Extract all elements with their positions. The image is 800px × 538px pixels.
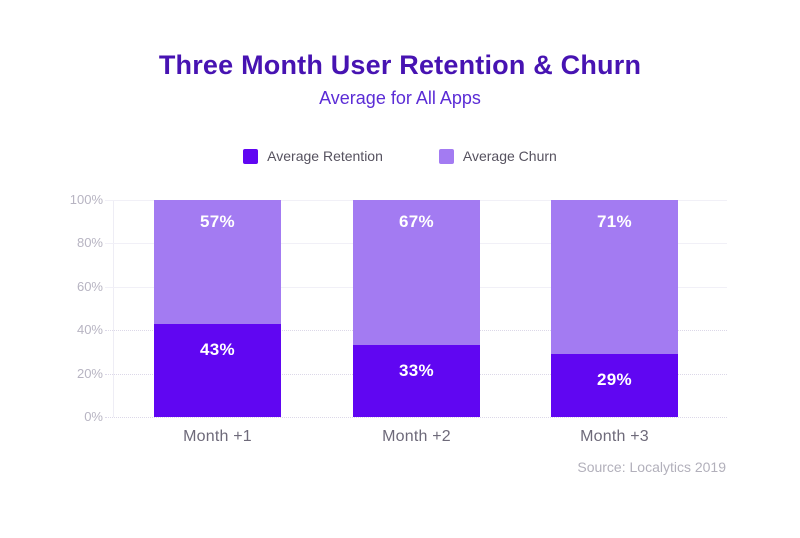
- y-tick-label: 20%: [76, 366, 103, 381]
- gridline: [105, 417, 727, 418]
- bar-segment-churn: 71%: [551, 200, 678, 354]
- legend: Average Retention Average Churn: [0, 148, 800, 164]
- churn-value-label: 71%: [597, 212, 632, 231]
- bar-month-1: 57% 43%: [154, 200, 281, 417]
- source-note: Source: Localytics 2019: [577, 459, 726, 475]
- bar-month-2: 67% 33%: [353, 200, 480, 417]
- x-axis-label: Month +1: [183, 428, 252, 445]
- x-axis-label: Month +2: [382, 428, 451, 445]
- churn-value-label: 57%: [200, 212, 235, 231]
- bar-segment-retention: 33%: [353, 345, 480, 417]
- chart-title: Three Month User Retention & Churn: [158, 50, 642, 80]
- bar-segment-churn: 57%: [154, 200, 281, 324]
- x-axis-label: Month +3: [580, 428, 649, 445]
- y-tick-label: 60%: [76, 279, 103, 294]
- plot-area: 100% 80% 60% 40% 20% 0% 57% 43% Month +1 67% 33% Mo…: [70, 192, 727, 445]
- y-tick-label: 0%: [84, 409, 103, 424]
- legend-item-churn: Average Churn: [438, 148, 557, 164]
- bar-month-3: 71% 29%: [551, 200, 678, 417]
- y-tick-label: 80%: [76, 235, 103, 250]
- legend-label-churn: Average Churn: [462, 148, 557, 164]
- y-tick-label: 40%: [76, 322, 103, 337]
- churn-value-label: 67%: [399, 212, 434, 231]
- churn-swatch-icon: [438, 148, 454, 164]
- bar-segment-churn: 67%: [353, 200, 480, 345]
- y-tick-label: 100%: [69, 192, 103, 207]
- chart-subtitle: Average for All Apps: [319, 88, 481, 108]
- retention-value-label: 29%: [597, 370, 632, 389]
- retention-swatch-icon: [243, 148, 259, 164]
- retention-value-label: 43%: [200, 340, 235, 359]
- legend-item-retention: Average Retention: [243, 148, 383, 164]
- bar-segment-retention: 29%: [551, 354, 678, 417]
- legend-label-retention: Average Retention: [267, 148, 383, 164]
- retention-value-label: 33%: [399, 361, 434, 380]
- bar-segment-retention: 43%: [154, 324, 281, 417]
